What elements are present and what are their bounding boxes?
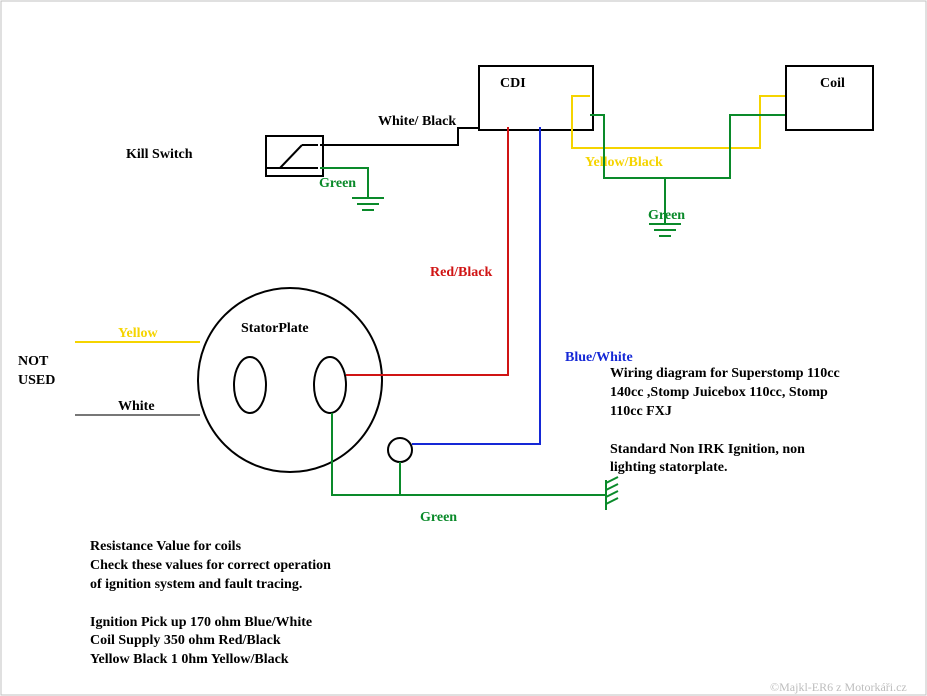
green-stator-label: Green (420, 510, 457, 526)
white-black-wire (320, 128, 478, 145)
green-cdi-label: Green (648, 208, 685, 224)
desc-l1: Wiring diagram for Superstomp 110cc (610, 366, 840, 381)
pickup-circle (388, 438, 412, 462)
yellow-label: Yellow (118, 326, 158, 342)
desc-l5: lighting statorplate. (610, 460, 727, 475)
killswitch-box (265, 135, 324, 177)
not-used-l1: NOT (18, 354, 48, 369)
res-title: Resistance Value for coils (90, 539, 241, 554)
blue-white-label: Blue/White (565, 350, 633, 366)
res-l5: Yellow Black 1 0hm Yellow/Black (90, 652, 289, 667)
green-stator-wire (332, 413, 606, 495)
res-l1: Check these values for correct operation (90, 558, 331, 573)
ground-stator (606, 477, 618, 510)
description-block: Wiring diagram for Superstomp 110cc 140c… (610, 365, 840, 478)
stator-inner-right (314, 357, 346, 413)
cdi-label: CDI (500, 76, 526, 92)
desc-l4: Standard Non IRK Ignition, non (610, 442, 805, 457)
desc-l3: 110cc FXJ (610, 404, 672, 419)
stator-inner-left (234, 357, 266, 413)
killswitch-label: Kill Switch (126, 147, 193, 163)
desc-l2: 140cc ,Stomp Juicebox 110cc, Stomp (610, 385, 828, 400)
ground-kill (352, 198, 384, 210)
blue-white-wire (412, 127, 540, 444)
res-l4: Coil Supply 350 ohm Red/Black (90, 633, 281, 648)
res-l3: Ignition Pick up 170 ohm Blue/White (90, 615, 312, 630)
red-black-wire (346, 127, 508, 375)
not-used: NOT USED (18, 353, 55, 391)
not-used-l2: USED (18, 373, 55, 388)
watermark: ©Majkl-ER6 z Motorkáři.cz (770, 680, 907, 695)
resistance-block: Resistance Value for coils Check these v… (90, 538, 331, 670)
cdi-box (478, 65, 594, 131)
red-black-label: Red/Black (430, 265, 492, 281)
coil-label: Coil (820, 76, 845, 92)
coil-box (785, 65, 874, 131)
yellow-black-label: Yellow/Black (585, 155, 663, 171)
stator-circle (198, 288, 382, 472)
green-kill-label: Green (319, 176, 356, 192)
white-black-label: White/ Black (378, 114, 456, 130)
stator-label: StatorPlate (241, 321, 309, 337)
ground-cdi (649, 224, 681, 236)
res-l2: of ignition system and fault tracing. (90, 577, 302, 592)
white-label: White (118, 399, 155, 415)
yellow-black-wire (572, 96, 785, 148)
